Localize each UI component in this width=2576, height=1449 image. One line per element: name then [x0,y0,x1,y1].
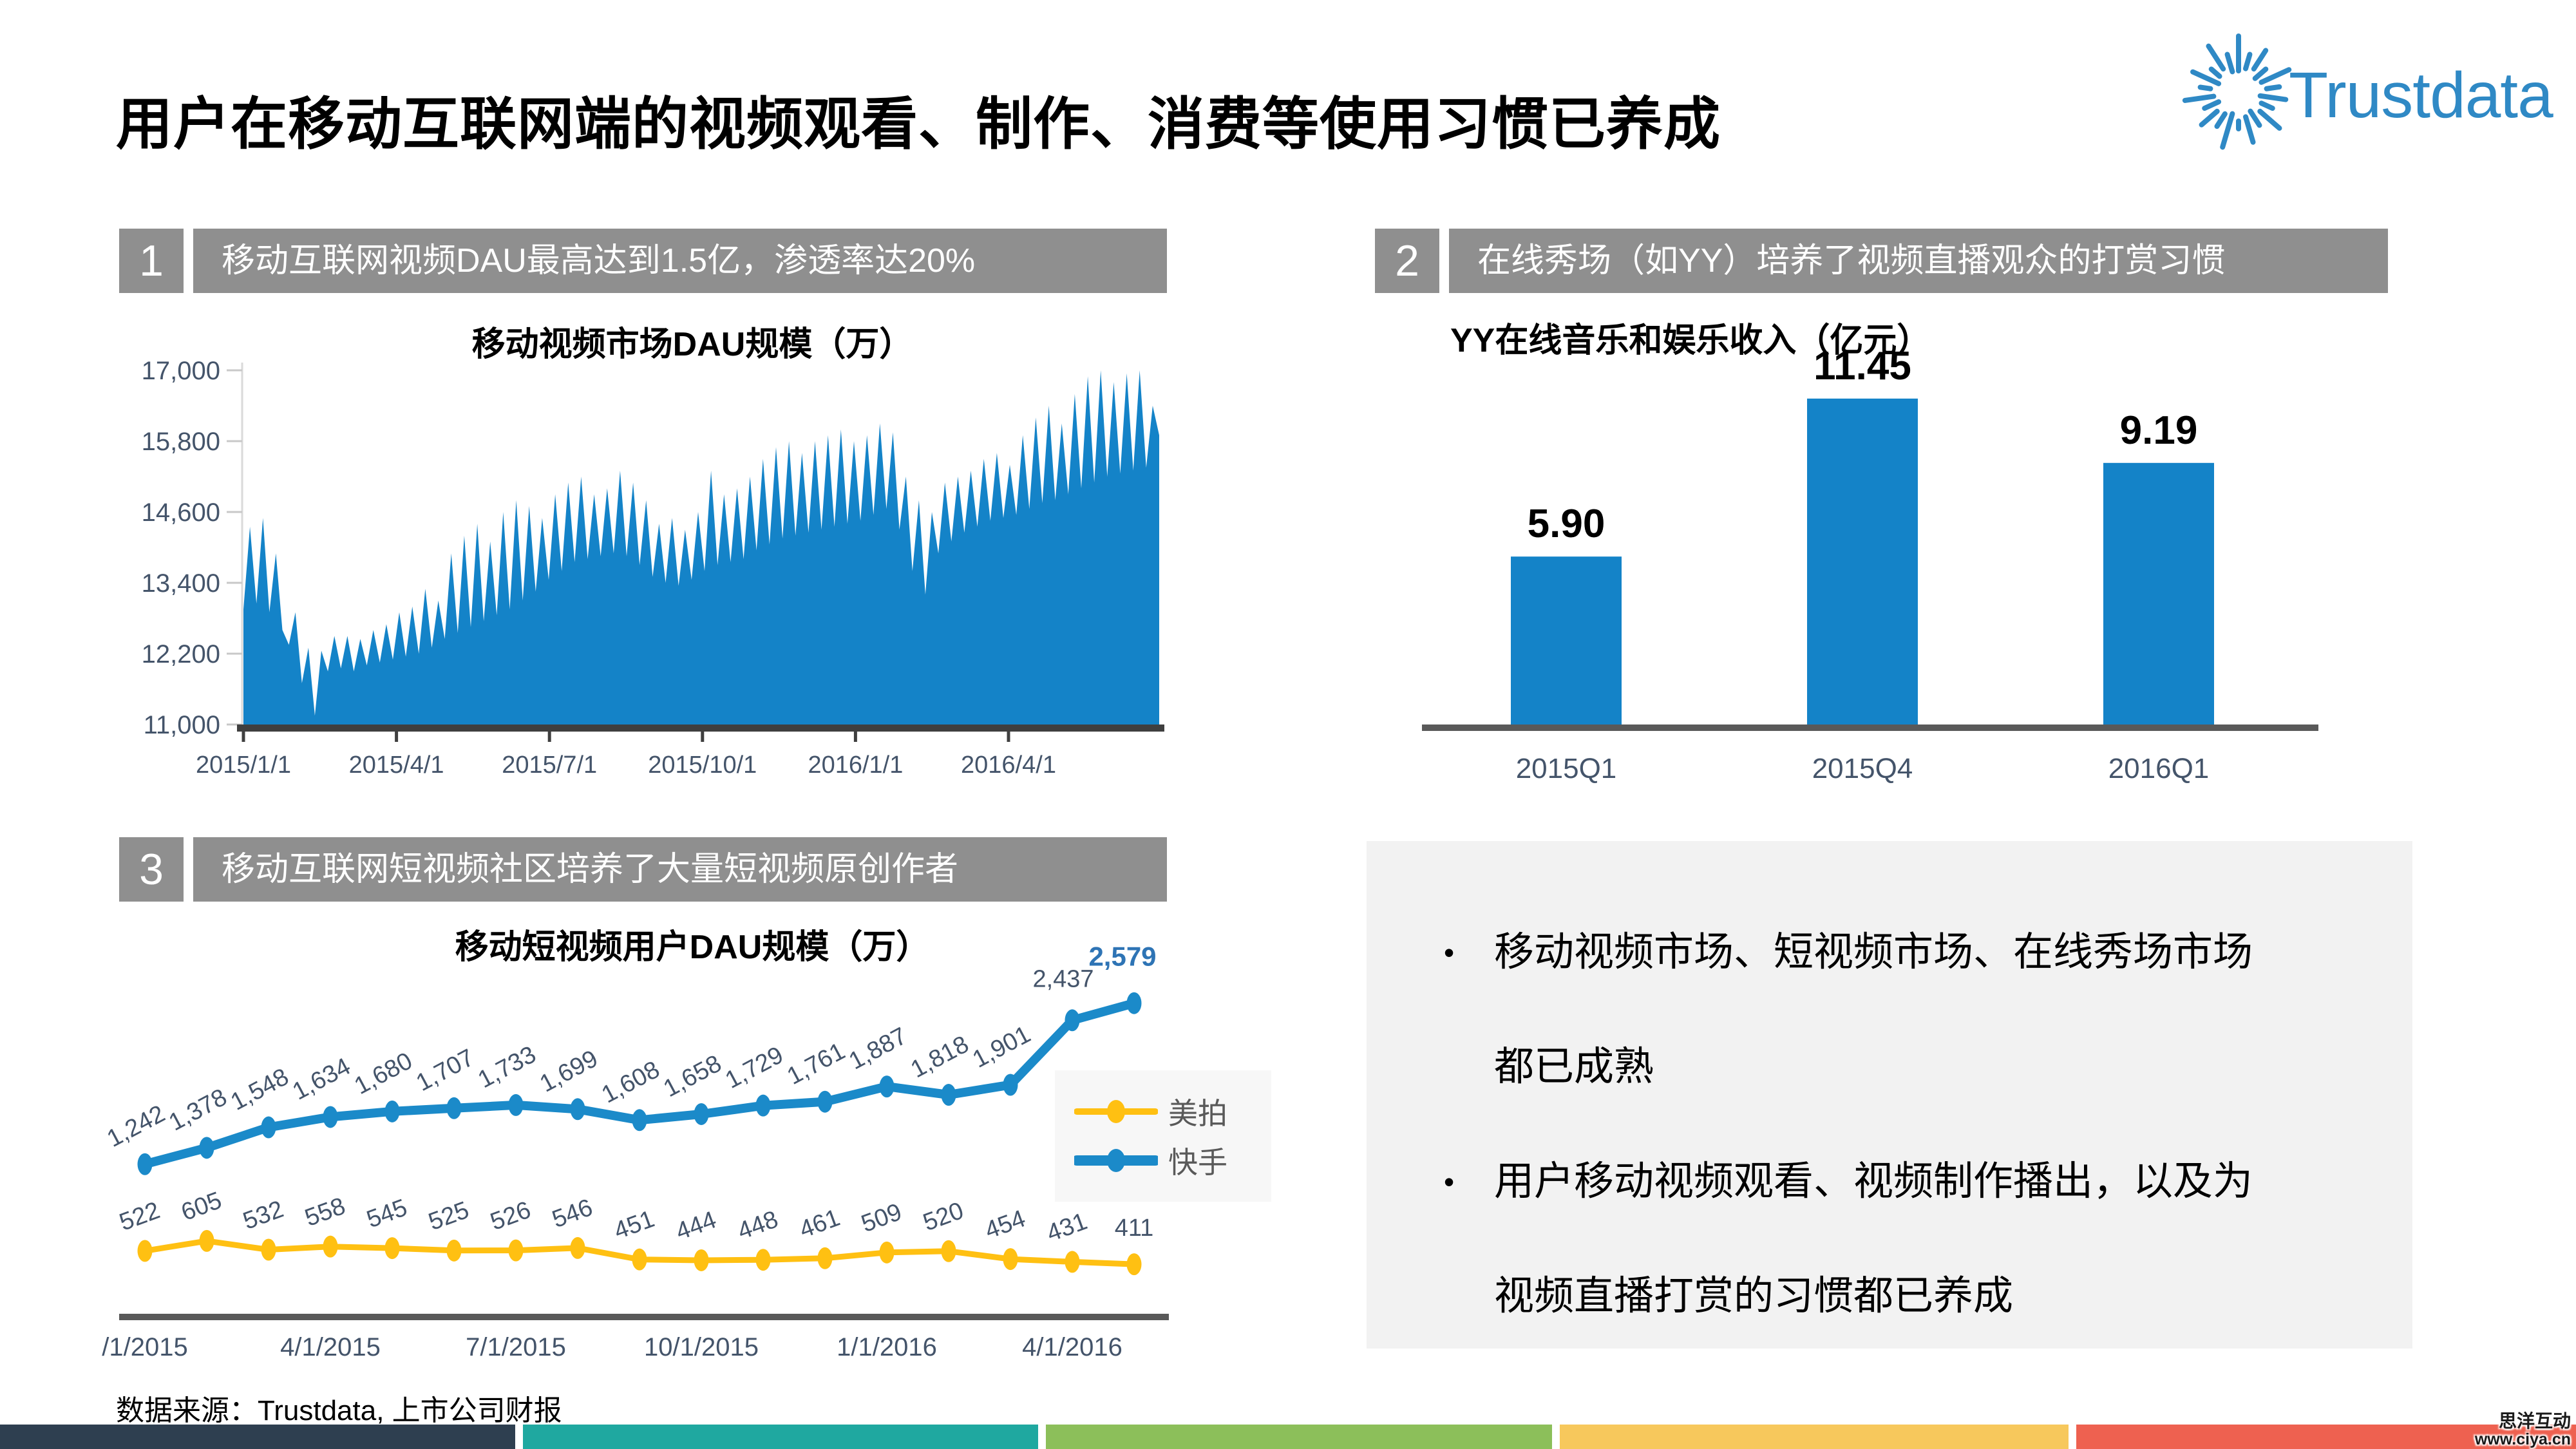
svg-text:/1/2015: /1/2015 [102,1333,187,1361]
svg-text:2016/4/1: 2016/4/1 [961,752,1056,779]
svg-text:461: 461 [796,1204,844,1244]
legend-label: 美拍 [1168,1097,1227,1130]
legend-item-快手: 快手 [1074,1136,1271,1185]
section-1-header: 移动互联网视频DAU最高达到1.5亿，渗透率达20% [193,229,1167,293]
section-3-header: 移动互联网短视频社区培养了大量短视频原创作者 [193,837,1167,902]
footer-bar-segment-5 [2076,1425,2576,1449]
svg-text:2015/1/1: 2015/1/1 [196,752,291,779]
svg-text:5.90: 5.90 [1528,502,1605,546]
section-2-badge: 2 [1375,229,1439,293]
svg-text:451: 451 [611,1206,658,1245]
svg-text:1,761: 1,761 [783,1037,850,1090]
svg-text:1,887: 1,887 [845,1023,912,1075]
svg-text:526: 526 [487,1197,535,1236]
svg-text:444: 444 [672,1206,720,1245]
legend-marker-icon [1074,1149,1158,1172]
svg-text:9.19: 9.19 [2120,408,2198,453]
data-source-note: 数据来源：Trustdata, 上市公司财报 [116,1395,562,1426]
insight-text-1: 移动视频市场、短视频市场、在线秀场市场都已成熟 [1494,930,2253,1089]
line-chart-legend: 美拍 快手 [1055,1070,1271,1202]
svg-text:1,733: 1,733 [474,1041,541,1094]
svg-text:2016/1/1: 2016/1/1 [808,752,903,779]
svg-text:1,707: 1,707 [412,1044,479,1097]
section-3-badge: 3 [119,837,184,902]
svg-text:11.45: 11.45 [1814,344,1911,388]
svg-text:11,000: 11,000 [144,711,220,739]
svg-text:2,437: 2,437 [1032,965,1094,992]
section-2-header: 在线秀场（如YY）培养了视频直播观众的打赏习惯 [1449,229,2388,293]
svg-text:411: 411 [1115,1215,1154,1242]
svg-text:2015Q4: 2015Q4 [1812,753,1913,784]
watermark-name: 思洋互动 [2498,1411,2571,1431]
svg-text:15,800: 15,800 [142,428,220,456]
area-chart-title: 移动视频市场DAU规模（万） [471,326,913,363]
svg-text:1,242: 1,242 [103,1100,170,1153]
svg-text:2015/10/1: 2015/10/1 [648,752,757,779]
svg-text:605: 605 [178,1187,225,1226]
svg-text:1,634: 1,634 [289,1053,355,1106]
insight-bullet-1: • 移动视频市场、短视频市场、在线秀场市场都已成熟 [1444,895,2412,1124]
trustdata-logo: Trustdata [2177,31,2553,160]
bullet-marker: • [1444,936,1455,969]
svg-text:1,818: 1,818 [907,1031,974,1084]
line-chart-title: 移动短视频用户DAU规模（万） [455,929,930,966]
svg-text:10/1/2015: 10/1/2015 [644,1333,759,1361]
svg-text:12,200: 12,200 [142,640,220,668]
svg-text:4/1/2015: 4/1/2015 [280,1333,381,1361]
svg-text:1,548: 1,548 [227,1063,294,1116]
trustdata-logo-text: Trustdata [2289,59,2553,131]
footer-bar-segment-2 [523,1425,1038,1449]
svg-text:2015/4/1: 2015/4/1 [349,752,444,779]
trustdata-sunburst-icon [2182,33,2292,150]
svg-text:532: 532 [240,1196,287,1235]
watermark-url: www.ciya.cn [2474,1430,2571,1448]
svg-text:14,600: 14,600 [142,498,220,527]
legend-marker-icon [1074,1100,1158,1123]
mobile-video-dau-area-chart: 11,000 12,200 13,400 14,600 15,800 17,000 2015… [142,357,1164,779]
yy-revenue-bar-chart: 5.90 2015Q1 11.45 2015Q4 9.19 2016Q1 [1422,344,2318,784]
bullet-marker: • [1444,1165,1455,1198]
legend-item-美拍: 美拍 [1074,1087,1271,1136]
footer-bar-segment-3 [1046,1425,1552,1449]
svg-text:2015Q1: 2015Q1 [1516,753,1617,784]
insights-panel: • 移动视频市场、短视频市场、在线秀场市场都已成熟 • 用户移动视频观看、视频制… [1367,841,2412,1349]
watermark: 思洋互动 www.ciya.cn [2475,1412,2571,1448]
svg-text:509: 509 [858,1198,905,1238]
svg-text:522: 522 [116,1197,164,1236]
svg-text:545: 545 [363,1194,411,1233]
bar-chart-title: YY在线音乐和娱乐收入（亿元） [1450,322,1931,359]
svg-text:558: 558 [301,1193,349,1232]
svg-text:2016Q1: 2016Q1 [2108,753,2210,784]
svg-text:13,400: 13,400 [142,569,220,598]
svg-text:431: 431 [1043,1208,1091,1247]
svg-text:1,658: 1,658 [659,1050,726,1103]
svg-text:546: 546 [549,1194,596,1233]
svg-text:7/1/2015: 7/1/2015 [466,1333,566,1361]
svg-text:2015/7/1: 2015/7/1 [502,752,597,779]
svg-text:17,000: 17,000 [142,357,220,385]
svg-text:1/1/2016: 1/1/2016 [837,1333,937,1361]
svg-text:1,699: 1,699 [536,1045,603,1098]
svg-text:525: 525 [425,1197,473,1236]
svg-text:1,680: 1,680 [350,1047,417,1100]
legend-label: 快手 [1168,1146,1227,1179]
section-1-badge: 1 [119,229,184,293]
insight-bullet-2: • 用户移动视频观看、视频制作播出，以及为视频直播打赏的习惯都已养成 [1444,1124,2412,1354]
page-title: 用户在移动互联网端的视频观看、制作、消费等使用习惯已养成 [116,92,1721,156]
footer-color-bar [0,1425,2576,1449]
footer-bar-segment-4 [1560,1425,2069,1449]
svg-text:1,608: 1,608 [598,1056,665,1109]
svg-text:1,378: 1,378 [165,1084,232,1137]
short-video-dau-line-chart: /1/2015 4/1/2015 7/1/2015 10/1/2015 1/1/2016… [102,942,1169,1361]
svg-text:520: 520 [920,1197,967,1236]
insight-text-2: 用户移动视频观看、视频制作播出，以及为视频直播打赏的习惯都已养成 [1494,1159,2253,1318]
svg-text:454: 454 [981,1205,1029,1244]
footer-bar-segment-1 [0,1425,515,1449]
svg-text:448: 448 [734,1206,782,1245]
svg-text:2,579: 2,579 [1088,942,1156,972]
svg-text:1,729: 1,729 [721,1041,788,1094]
svg-text:4/1/2016: 4/1/2016 [1022,1333,1122,1361]
